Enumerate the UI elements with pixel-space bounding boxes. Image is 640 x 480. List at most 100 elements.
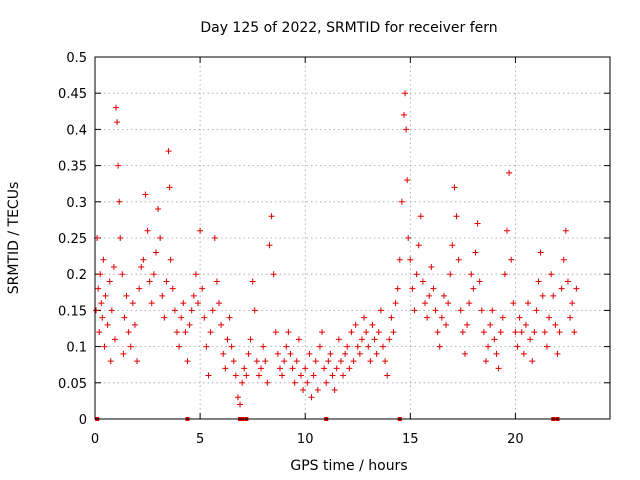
data-point [300, 387, 307, 394]
data-point [102, 292, 109, 299]
data-point [253, 358, 260, 365]
data-point [478, 307, 485, 314]
data-point [392, 300, 399, 307]
data-point [243, 372, 250, 379]
data-point [443, 321, 450, 328]
data-point [123, 292, 130, 299]
data-point [404, 177, 411, 184]
data-point [472, 249, 479, 256]
data-point [402, 90, 409, 97]
data-point [237, 401, 244, 408]
data-point [97, 271, 104, 278]
data-point [291, 379, 298, 386]
data-point [377, 307, 384, 314]
data-point [316, 343, 323, 350]
data-point [550, 292, 557, 299]
data-point [279, 372, 286, 379]
data-point [205, 372, 212, 379]
data-point [474, 220, 481, 227]
data-point [134, 358, 141, 365]
data-point [99, 314, 106, 321]
data-point [195, 300, 201, 307]
data-point [419, 278, 426, 285]
data-point [337, 358, 344, 365]
data-point [129, 300, 136, 307]
data-point [497, 329, 504, 336]
data-point [218, 321, 225, 328]
data-point [136, 285, 143, 292]
data-point [365, 343, 372, 350]
y-tick-label: 0.5 [66, 51, 87, 66]
data-point [203, 343, 210, 350]
data-point [232, 372, 239, 379]
data-point [283, 343, 290, 350]
data-point [335, 336, 342, 343]
data-point [186, 321, 193, 328]
data-point [405, 235, 412, 241]
data-point [470, 285, 477, 292]
data-point [100, 256, 107, 263]
data-point [571, 329, 578, 336]
data-point [363, 329, 370, 336]
data-point [531, 329, 538, 336]
data-point [361, 314, 368, 321]
data-point [188, 307, 195, 314]
data-point [506, 169, 513, 176]
data-point [312, 358, 319, 365]
data-point [260, 343, 267, 350]
data-point [424, 314, 431, 321]
data-point [350, 358, 357, 365]
data-point [344, 343, 351, 350]
data-point [464, 321, 471, 328]
data-point [510, 300, 517, 307]
data-point [434, 329, 441, 336]
data-point [295, 336, 302, 343]
data-point [234, 394, 241, 401]
data-point [388, 314, 395, 321]
data-point [348, 329, 355, 336]
data-point [101, 343, 108, 350]
data-point [159, 292, 166, 299]
data-point [491, 336, 498, 343]
data-point [121, 314, 128, 321]
data-point [533, 307, 540, 314]
data-point [192, 271, 199, 278]
data-point [520, 350, 527, 357]
data-point [556, 329, 563, 336]
data-point [476, 278, 483, 285]
y-tick-label: 0.15 [58, 304, 87, 319]
data-point [268, 213, 275, 220]
data-point [514, 343, 521, 350]
data-point [342, 350, 349, 357]
data-point [220, 350, 227, 357]
data-point [369, 321, 376, 328]
data-point [138, 263, 145, 270]
data-point [213, 278, 220, 285]
data-point [165, 148, 172, 155]
data-point [569, 300, 576, 307]
data-point [340, 372, 347, 379]
y-tick-label: 0.2 [66, 268, 87, 283]
data-point [304, 379, 311, 386]
data-point [155, 206, 162, 213]
data-point [150, 271, 157, 278]
data-point [199, 285, 206, 292]
plot-frame [94, 56, 611, 420]
y-tick-label: 0.35 [58, 160, 87, 175]
data-point [207, 329, 214, 336]
data-point [504, 227, 510, 234]
data-point [459, 329, 466, 336]
data-point [111, 336, 118, 343]
data-point [249, 278, 256, 285]
data-point [321, 365, 328, 372]
data-point [142, 191, 149, 198]
data-point [527, 336, 534, 343]
data-point [346, 365, 353, 372]
x-axis-title: GPS time / hours [290, 458, 407, 474]
data-point [302, 365, 309, 372]
data-point [428, 263, 435, 270]
data-point [535, 278, 542, 285]
data-point [440, 292, 447, 299]
data-point [543, 343, 550, 350]
